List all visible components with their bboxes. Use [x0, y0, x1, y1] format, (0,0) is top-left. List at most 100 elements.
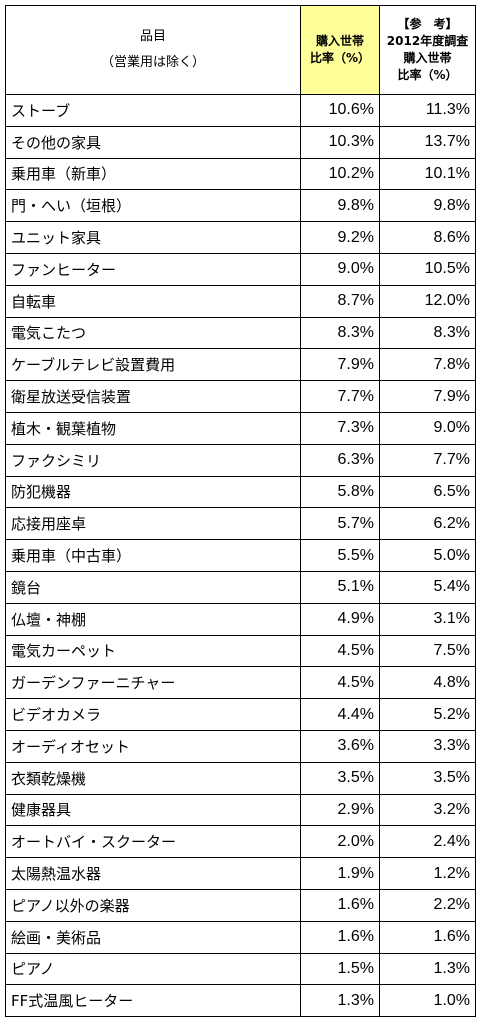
value-cell: 2.9% — [300, 793, 380, 827]
item-cell: ファクシミリ — [5, 443, 301, 477]
table-row: 電気カーペット 4.5% 7.5% — [5, 634, 476, 668]
header-cell: 品目 （営業用は除く） — [5, 5, 301, 95]
value-cell: 8.7% — [300, 284, 380, 318]
table-row: 防犯機器 5.8% 6.5% — [5, 475, 476, 509]
header-text: 購入世帯 — [403, 51, 452, 65]
value-cell: 3.5% — [300, 761, 380, 795]
value-cell: 7.7% — [379, 443, 476, 477]
table-row: 鏡台 5.1% 5.4% — [5, 570, 476, 604]
value-cell: 4.5% — [300, 634, 380, 668]
item-cell: ユニット家具 — [5, 221, 301, 254]
header-text: 品目 — [139, 29, 166, 44]
item-cell: ピアノ — [5, 952, 301, 986]
data-table: 品目 （営業用は除く） 購入世帯 比率（%） 【参 考】 2012年度調査 購入世帯 比率（%… — [5, 5, 476, 1018]
table-row: オートバイ・スクーター 2.0% 2.4% — [5, 825, 476, 859]
header-cell: 購入世帯比率（%） — [300, 5, 380, 95]
table-row: ケーブルテレビ設置費用 7.9% 7.8% — [5, 348, 476, 382]
value-cell: 8.3% — [300, 316, 380, 350]
value-cell: 1.3% — [300, 984, 380, 1018]
value-cell: 3.1% — [379, 602, 476, 636]
value-cell: 7.5% — [379, 634, 476, 668]
value-cell: 4.9% — [300, 602, 380, 636]
value-cell: 6.5% — [379, 475, 476, 509]
value-cell: 6.3% — [300, 443, 380, 477]
item-cell: 電気こたつ — [5, 316, 301, 350]
item-cell: オーディオセット — [5, 729, 301, 763]
item-cell: 健康器具 — [5, 793, 301, 827]
table-row: 衣類乾燥機 3.5% 3.5% — [5, 761, 476, 795]
value-cell: 9.0% — [300, 252, 380, 286]
value-cell: 4.8% — [379, 666, 476, 700]
value-cell: 8.6% — [379, 221, 476, 254]
item-cell: 応接用座卓 — [5, 507, 301, 541]
header-row: 品目 （営業用は除く） 購入世帯 比率（%） 【参 考】 2012年度調査 購入世帯 比率（%… — [5, 5, 476, 95]
item-cell: その他の家具 — [5, 125, 301, 159]
table-row: 太陽熱温水器 1.9% 1.2% — [5, 857, 476, 890]
item-cell: ファンヒーター — [5, 252, 301, 286]
table-row: 仏壇・神棚 4.9% 3.1% — [5, 602, 476, 636]
value-cell: 7.9% — [300, 348, 380, 382]
value-cell: 1.6% — [300, 920, 380, 954]
value-cell: 10.2% — [300, 157, 380, 191]
value-cell: 10.5% — [379, 252, 476, 286]
table-row: 衛星放送受信装置 7.7% 7.9% — [5, 380, 476, 413]
value-cell: 1.3% — [379, 952, 476, 986]
header-text: 比率（%） — [309, 51, 371, 65]
item-cell: ガーデンファーニチャー — [5, 666, 301, 700]
header-text: 購入世帯 — [315, 34, 364, 48]
table-row: 健康器具 2.9% 3.2% — [5, 793, 476, 827]
table-row: ユニット家具 9.2% 8.6% — [5, 221, 476, 254]
value-cell: 5.5% — [300, 539, 380, 572]
item-cell: ケーブルテレビ設置費用 — [5, 348, 301, 382]
table-row: 絵画・美術品 1.6% 1.6% — [5, 920, 476, 954]
value-cell: 4.5% — [300, 666, 380, 700]
table-row: 乗用車（中古車） 5.5% 5.0% — [5, 539, 476, 572]
item-cell: 自転車 — [5, 284, 301, 318]
value-cell: 5.2% — [379, 698, 476, 731]
table-row: 電気こたつ 8.3% 8.3% — [5, 316, 476, 350]
table-row: FF式温風ヒーター 1.3% 1.0% — [5, 984, 476, 1018]
value-cell: 10.1% — [379, 157, 476, 191]
item-cell: ビデオカメラ — [5, 698, 301, 731]
table-row: 乗用車（新車） 10.2% 10.1% — [5, 157, 476, 191]
item-cell: 鏡台 — [5, 570, 301, 604]
value-cell: 13.7% — [379, 125, 476, 159]
item-cell: 門・へい（垣根） — [5, 189, 301, 223]
value-cell: 10.3% — [300, 125, 380, 159]
value-cell: 5.0% — [379, 539, 476, 572]
table-row: 自転車 8.7% 12.0% — [5, 284, 476, 318]
header-text: 比率（%） — [397, 68, 458, 82]
value-cell: 2.2% — [379, 888, 476, 922]
value-cell: 9.0% — [379, 411, 476, 445]
table-row: ファクシミリ 6.3% 7.7% — [5, 443, 476, 477]
value-cell: 5.1% — [300, 570, 380, 604]
table-row: 植木・観葉植物 7.3% 9.0% — [5, 411, 476, 445]
value-cell: 1.9% — [300, 857, 380, 890]
table-row: 応接用座卓 5.7% 6.2% — [5, 507, 476, 541]
value-cell: 8.3% — [379, 316, 476, 350]
value-cell: 3.2% — [379, 793, 476, 827]
value-cell: 1.5% — [300, 952, 380, 986]
item-cell: FF式温風ヒーター — [5, 984, 301, 1018]
value-cell: 2.0% — [300, 825, 380, 859]
item-cell: ピアノ以外の楽器 — [5, 888, 301, 922]
value-cell: 7.9% — [379, 380, 476, 413]
value-cell: 3.3% — [379, 729, 476, 763]
header-text: 【参 考】 — [397, 17, 458, 31]
value-cell: 7.7% — [300, 380, 380, 413]
value-cell: 11.3% — [379, 94, 476, 127]
table-row: オーディオセット 3.6% 3.3% — [5, 729, 476, 763]
value-cell: 12.0% — [379, 284, 476, 318]
value-cell: 3.6% — [300, 729, 380, 763]
value-cell: 1.6% — [300, 888, 380, 922]
item-cell: 植木・観葉植物 — [5, 411, 301, 445]
value-cell: 7.3% — [300, 411, 380, 445]
header-text: 2012年度調査 — [386, 34, 469, 48]
value-cell: 5.8% — [300, 475, 380, 509]
value-cell: 2.4% — [379, 825, 476, 859]
value-cell: 9.8% — [379, 189, 476, 223]
table-row: 門・へい（垣根） 9.8% 9.8% — [5, 189, 476, 223]
table-row: ファンヒーター 9.0% 10.5% — [5, 252, 476, 286]
table-row: その他の家具 10.3% 13.7% — [5, 125, 476, 159]
item-cell: オートバイ・スクーター — [5, 825, 301, 859]
